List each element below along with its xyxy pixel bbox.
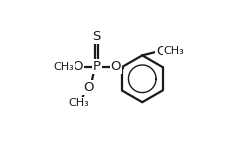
Text: P: P xyxy=(92,60,100,73)
Text: CH₃: CH₃ xyxy=(68,98,89,108)
Text: CH₃: CH₃ xyxy=(162,46,183,56)
Text: O: O xyxy=(83,81,93,94)
Text: O: O xyxy=(155,45,166,58)
Text: O: O xyxy=(110,60,121,73)
Text: S: S xyxy=(92,30,100,43)
Text: CH₃: CH₃ xyxy=(54,62,74,72)
Text: O: O xyxy=(72,60,82,73)
